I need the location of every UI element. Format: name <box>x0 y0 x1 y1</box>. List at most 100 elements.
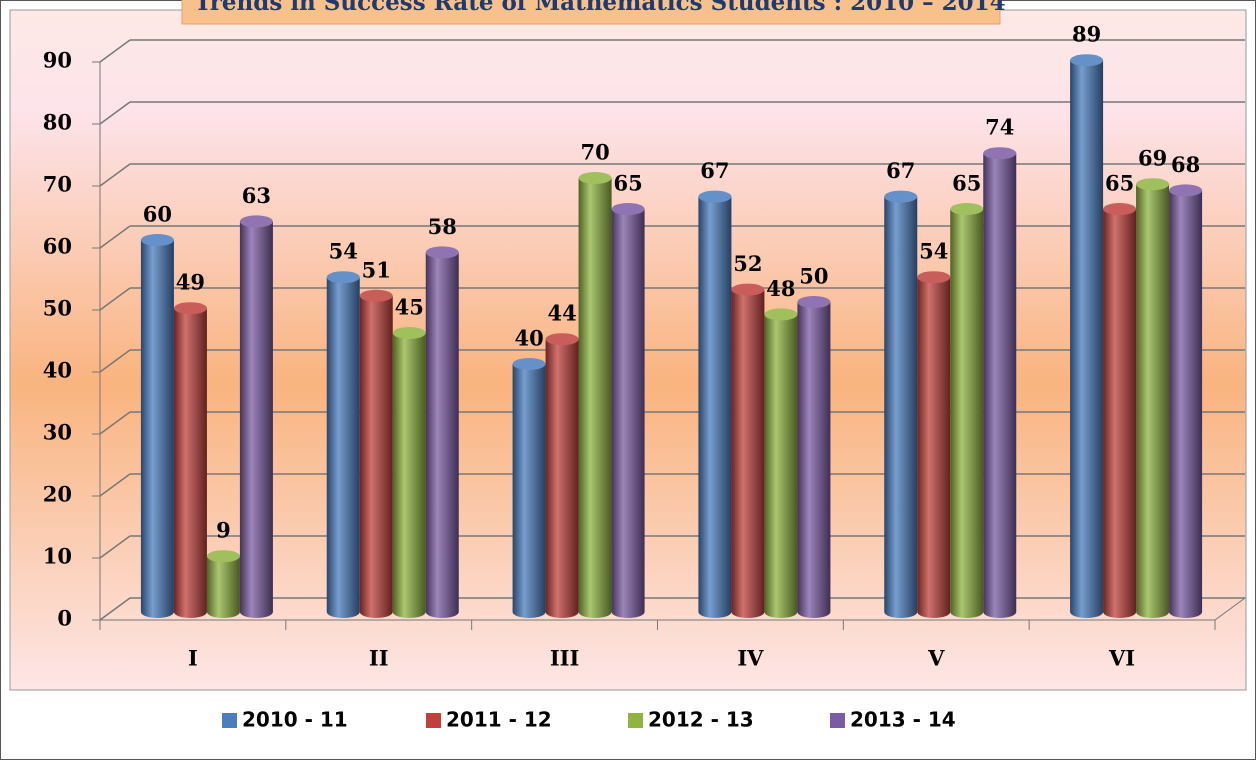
bar-body <box>392 333 426 618</box>
value-label: 65 <box>952 171 981 196</box>
legend-text: 2011 - 12 <box>446 708 552 732</box>
bar <box>173 302 207 618</box>
grid-diagonal <box>99 287 131 311</box>
grid-diagonal <box>99 411 131 435</box>
bar-cap <box>173 302 207 315</box>
bar <box>764 308 798 618</box>
bar-cap <box>326 271 360 284</box>
bar-body <box>797 302 831 618</box>
value-label: 65 <box>1105 171 1134 196</box>
bar-body <box>173 308 207 618</box>
legend-text: 2012 - 13 <box>648 708 754 732</box>
value-label: 69 <box>1138 146 1167 171</box>
bar-body <box>326 277 360 618</box>
value-label: 74 <box>985 115 1014 140</box>
bar <box>1136 178 1170 618</box>
bar-body <box>731 289 765 618</box>
y-tick-label: 20 <box>43 482 72 507</box>
grid-diagonal <box>99 101 131 125</box>
bar <box>578 172 612 618</box>
y-tick-label: 0 <box>57 606 72 631</box>
bar-body <box>359 295 393 618</box>
x-tick-label: IV <box>737 646 764 671</box>
value-label: 40 <box>514 326 543 351</box>
bar-body <box>545 339 579 618</box>
y-tick-label: 70 <box>43 172 72 197</box>
bar <box>983 147 1017 618</box>
bar-cap <box>578 172 612 184</box>
legend-text: 2010 - 11 <box>242 708 348 732</box>
legend-swatch <box>830 713 845 728</box>
bar <box>512 358 546 618</box>
value-label: 68 <box>1171 152 1200 177</box>
bar-cap <box>797 296 831 308</box>
bar-body <box>1070 60 1104 618</box>
bar <box>392 327 426 618</box>
bar <box>731 283 765 618</box>
bar-cap <box>731 283 765 296</box>
bar <box>797 296 831 618</box>
value-label: 45 <box>395 295 424 320</box>
x-tick-label: II <box>369 646 389 671</box>
bar <box>950 203 984 618</box>
bar-cap <box>545 333 579 346</box>
bar-body <box>1136 184 1170 618</box>
value-label: 54 <box>329 239 358 264</box>
bar <box>917 271 951 618</box>
x-tick-label: I <box>188 646 198 671</box>
x-tick-label: VI <box>1108 646 1135 671</box>
y-tick-label: 80 <box>43 110 72 135</box>
grid-diagonal <box>99 473 131 497</box>
bar <box>611 203 645 618</box>
value-label: 44 <box>547 301 576 326</box>
bar-cap <box>206 550 240 563</box>
bar-cap <box>1136 178 1170 191</box>
grid-diagonal <box>99 225 131 249</box>
value-label: 67 <box>700 158 729 183</box>
bar-cap <box>1169 184 1203 197</box>
value-label: 51 <box>362 257 391 282</box>
bar <box>1103 203 1137 618</box>
grid-diagonal <box>99 163 131 187</box>
y-tick-label: 90 <box>43 48 72 73</box>
bar-body <box>206 556 240 618</box>
value-label: 70 <box>580 140 609 165</box>
bar-cap <box>764 308 798 321</box>
y-tick-label: 60 <box>43 234 72 259</box>
legend-swatch <box>222 713 237 728</box>
value-label: 65 <box>613 171 642 196</box>
grid-diagonal <box>99 39 131 63</box>
bar <box>545 333 579 618</box>
value-label: 48 <box>766 276 795 301</box>
bar-body <box>578 178 612 618</box>
x-tick-label: III <box>550 646 579 671</box>
value-label: 63 <box>242 183 271 208</box>
value-label: 60 <box>143 202 172 227</box>
y-tick-label: 30 <box>43 420 72 445</box>
bar-cap <box>392 327 426 339</box>
value-label: 67 <box>886 158 915 183</box>
y-tick-label: 10 <box>43 544 72 569</box>
value-label: 50 <box>799 264 828 289</box>
grid-diagonal <box>99 349 131 373</box>
value-label: 9 <box>216 518 231 543</box>
bar-body <box>1169 190 1203 618</box>
bar-cap <box>140 234 174 246</box>
bar-body <box>140 240 174 618</box>
bar <box>239 215 273 618</box>
bar-cap <box>983 147 1017 160</box>
value-label: 52 <box>733 251 762 276</box>
grid-diagonal <box>99 535 131 559</box>
bar-body <box>698 196 732 618</box>
bar-body <box>512 364 546 618</box>
bar-cap <box>425 246 459 259</box>
bar <box>206 550 240 618</box>
bar <box>359 289 393 618</box>
bar-cap <box>1103 203 1137 215</box>
bar-body <box>950 209 984 618</box>
value-label: 58 <box>428 214 457 239</box>
bar-body <box>239 221 273 618</box>
bar-cap <box>698 190 732 203</box>
y-tick-label: 50 <box>43 296 72 321</box>
